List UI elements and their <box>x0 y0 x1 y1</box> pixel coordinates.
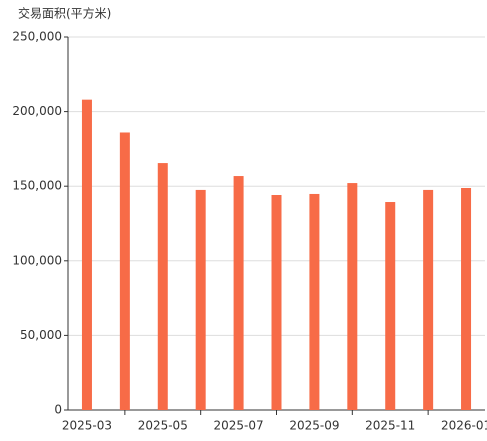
y-tick-label: 250,000 <box>12 30 62 44</box>
bar <box>347 183 358 410</box>
x-tick-label: 2025-11 <box>365 419 415 433</box>
bar <box>385 202 396 410</box>
bar <box>81 99 92 410</box>
bar <box>309 193 320 410</box>
y-tick-label: 0 <box>54 403 62 417</box>
y-tick-label: 50,000 <box>20 328 62 342</box>
x-tick-label: 2025-03 <box>62 419 112 433</box>
bar <box>119 132 130 410</box>
x-tick-label: 2025-09 <box>289 419 339 433</box>
bar <box>195 189 206 410</box>
bar <box>157 163 168 410</box>
y-tick-label: 100,000 <box>12 253 62 267</box>
bar <box>461 187 472 410</box>
bar <box>271 195 282 410</box>
y-axis-label: 交易面积(平方米) <box>18 6 111 21</box>
x-tick-label: 2025-07 <box>214 419 264 433</box>
bar <box>233 176 244 410</box>
bar <box>423 189 434 410</box>
x-tick-label: 2025-05 <box>138 419 188 433</box>
x-tick-label: 2026-01 <box>441 419 487 433</box>
y-tick-label: 200,000 <box>12 104 62 118</box>
y-tick-label: 150,000 <box>12 179 62 193</box>
